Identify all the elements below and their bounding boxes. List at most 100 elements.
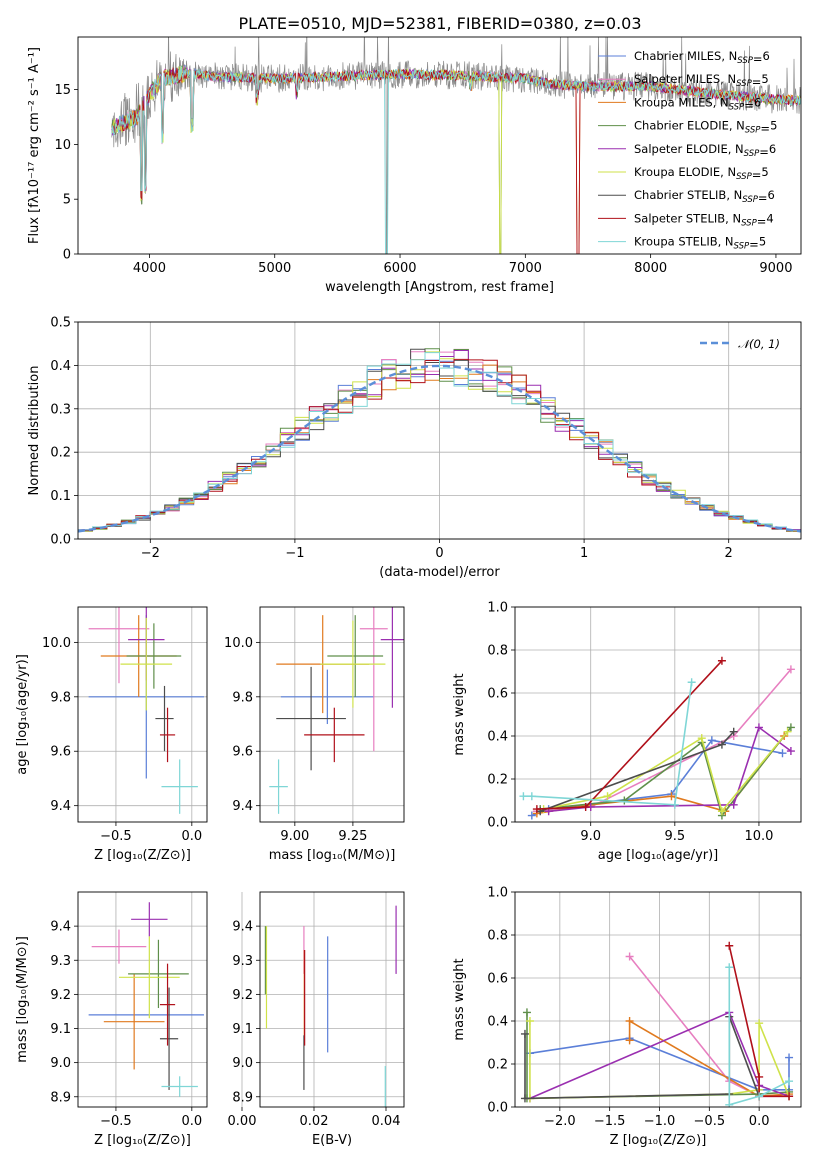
weight-marker [754,723,763,732]
legend-entry: 𝒩(0, 1) [738,337,780,351]
y-tick-label: 0.8 [487,644,508,659]
weight-marker [687,678,696,687]
legend-series-name: Chabrier ELODIE [634,119,729,133]
axes: 9.0 9.5 10.0 0.0 0.2 0.4 0.6 0.8 1.0 age [log₁₀(a… [452,601,802,863]
x-tick-label: −1.0 [644,1114,676,1129]
weight-marker [667,792,676,801]
normal-reference-curve [78,364,801,533]
weight-marker [520,1094,529,1103]
chart-residual-histogram: −2 −1 0 1 2 0.0 0.1 0.2 0.3 0.4 0.5 (data-model)/er… [27,316,802,580]
weight-marker [520,1029,529,1038]
y-axis-label: mass [log₁₀(M/M⊙)] [15,936,30,1063]
legend-subscript: SSP [741,218,757,228]
weight-marker [527,792,536,801]
legend-series-name: Chabrier MILES [634,49,721,63]
axes: −2 −1 0 1 2 0.0 0.1 0.2 0.3 0.4 0.5 (data-model)/er… [27,316,802,580]
legend-entry: Kroupa STELIB, NSSP=5 [634,235,766,252]
y-tick-label: 0.2 [487,773,508,788]
weight-marker [532,805,541,814]
plot-area [520,941,794,1107]
y-tick-label: 0.0 [487,1101,508,1116]
errorbar-point [269,759,288,814]
weight-marker [625,1017,634,1025]
y-tick-label: 0.5 [50,316,71,331]
x-tick-label: 5000 [258,261,291,276]
histogram-step [78,348,801,532]
x-tick-label: 0.04 [372,1114,401,1129]
legend-entry: Salpeter ELODIE, NSSP=6 [634,142,776,159]
y-tick-label: 0.8 [487,929,508,944]
x-tick-label: 9.00 [280,829,309,844]
y-tick-label: 9.4 [232,920,253,935]
legend-series-name: Salpeter STELIB [634,211,725,225]
legend-series-name: Chabrier STELIB [634,188,726,202]
weight-marker [670,800,679,809]
plot-area [88,902,204,1097]
errorbar-point [359,607,388,752]
x-tick-label: 6000 [383,261,416,276]
legend-n-prefix: , N [728,142,744,156]
y-tick-label: 9.4 [50,799,71,814]
x-axis-label: Z [log₁₀(Z/Z⊙)] [610,1133,707,1148]
errorbar-point [161,759,198,814]
y-tick-label: 0.6 [487,972,508,987]
weight-marker [729,727,738,736]
errorbar-point [159,707,176,763]
errorbar-point [120,617,173,711]
weight-marker [522,1008,531,1017]
y-tick-label: 9.3 [232,954,253,969]
axes-frame [77,891,208,1108]
legend-entry: Salpeter MILES, NSSP=5 [634,72,769,89]
legend-subscript: SSP [736,172,752,182]
y-tick-label: 1.0 [487,886,508,901]
y-tick-label: 9.6 [50,745,71,760]
errorbar-point [155,685,174,752]
x-tick-label: −0.5 [694,1114,726,1129]
x-axis-label: (data-model)/error [379,565,500,580]
legend-nssp: 5 [761,72,768,86]
weight-marker [717,656,726,665]
legend-n-prefix: , N [725,211,741,225]
weight-line [536,735,785,815]
x-axis-label: mass [log₁₀(M/M⊙)] [269,848,396,863]
x-axis-label: age [log₁₀(age/yr)] [598,848,719,863]
y-tick-label: 9.2 [232,988,253,1003]
x-axis-label: Z [log₁₀(Z/Z⊙)] [94,848,191,863]
plot-area [269,607,404,814]
weight-marker [778,749,787,758]
grid-lines [241,892,404,1107]
legend-subscript: SSP [729,102,745,112]
weight-marker [625,1036,634,1045]
x-tick-label: 0.00 [228,1114,257,1129]
errorbar-point [280,669,374,725]
plot-area [519,656,795,820]
legend-series-name: Salpeter MILES [634,72,720,86]
y-tick-label: 1.0 [487,601,508,616]
axes-frame [514,891,802,1108]
x-tick-label: 9.5 [664,829,685,844]
legend-subscript: SSP [737,56,753,66]
weight-marker [707,736,716,745]
weight-marker [785,1077,794,1086]
weight-line [529,1021,790,1100]
errorbar-point [327,615,384,697]
chart-weight-vs-Z: −2.0 −1.5 −1.0 −0.5 0.0 0.0 0.2 0.4 0.6 0.8 1.0 Z [… [452,886,802,1148]
x-tick-label: 10.0 [744,829,773,844]
y-axis-label: mass weight [452,673,467,755]
y-tick-label: 9.0 [50,1056,71,1071]
x-tick-label: 0.02 [300,1114,329,1129]
weight-line [529,1011,790,1100]
legend-n-prefix: , N [729,119,745,133]
legend-entry: Chabrier MILES, NSSP=6 [634,49,770,66]
legend-subscript: SSP [744,149,760,159]
x-tick-label: −2 [141,546,160,561]
weight-marker [785,1092,794,1101]
plot-area [78,348,801,533]
legend-nssp: 5 [770,119,777,133]
weight-marker [725,963,734,972]
x-tick-label: 0.0 [749,1114,770,1129]
x-tick-label: −2.0 [544,1114,576,1129]
weight-marker [525,1017,534,1025]
legend-n-prefix: , N [718,235,734,249]
